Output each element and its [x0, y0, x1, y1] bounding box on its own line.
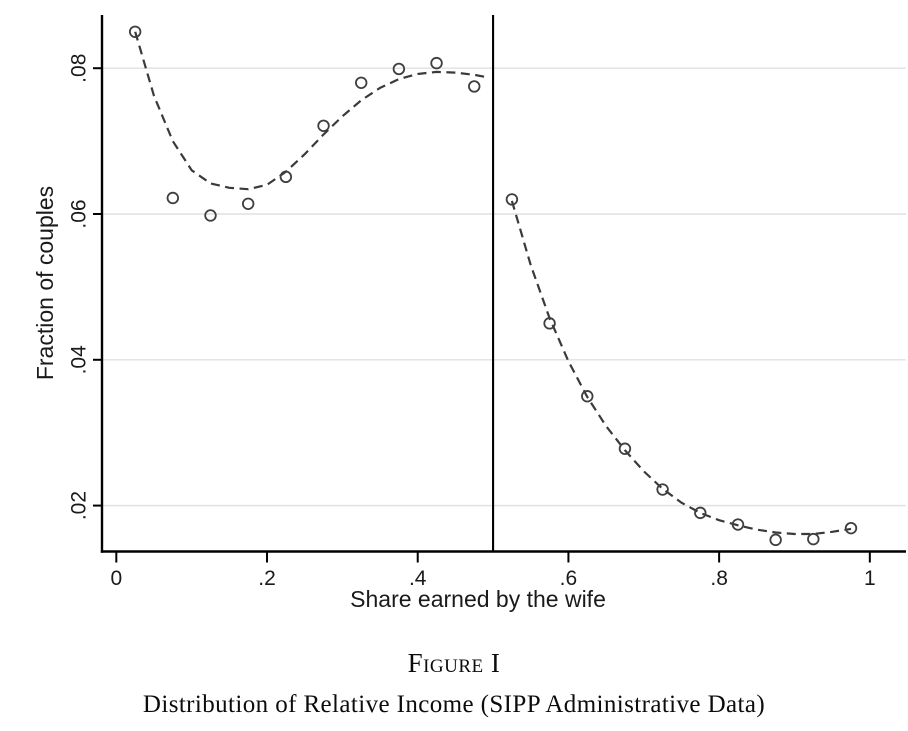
x-tick-label: .2	[258, 567, 276, 590]
x-tick-label: .8	[710, 567, 728, 590]
scatter-point	[128, 25, 142, 38]
scatter-point	[204, 209, 217, 222]
scatter-point	[430, 56, 443, 70]
relative-income-chart: .02 .04 .06 .08 0 .2 .4 .6 .8 1 Fraction of couple…	[32, 15, 906, 612]
scatter-point	[844, 521, 858, 535]
scatter-point	[468, 80, 481, 93]
scatter-point	[279, 170, 293, 184]
scatter-point	[731, 518, 745, 531]
x-tick-label: 0	[110, 567, 122, 590]
y-tick-label: .04	[68, 345, 91, 375]
figure-caption: Distribution of Relative Income (SIPP Ad…	[142, 691, 766, 718]
figure-number-label: Figure I	[407, 648, 501, 678]
y-axis-title: Fraction of couples	[32, 186, 58, 380]
x-tick-label: 1	[864, 567, 876, 590]
scatter-point	[618, 442, 632, 455]
scatter-point	[694, 506, 707, 520]
y-tick-label: .02	[68, 491, 91, 520]
scatter-point	[166, 191, 180, 205]
scatter-point	[355, 76, 368, 89]
scatter-point	[317, 119, 330, 132]
scatter-point	[807, 532, 820, 546]
fitted-curve-left-of-0.5	[134, 31, 486, 191]
x-tick-label: .6	[560, 567, 578, 590]
x-axis-title: Share earned by the wife	[350, 586, 606, 612]
scatter-point	[656, 483, 669, 496]
scatter-point	[543, 317, 556, 330]
x-tick-label: .4	[409, 567, 427, 590]
scatter-point	[241, 197, 255, 210]
scatter-point	[392, 62, 406, 76]
scatter-point	[505, 193, 519, 206]
y-tick-label: .06	[68, 199, 91, 228]
scatter-point	[581, 390, 594, 403]
fitted-curve-right-of-0.5	[510, 200, 852, 536]
scatter-point	[769, 533, 782, 547]
y-tick-label: .08	[68, 54, 91, 83]
